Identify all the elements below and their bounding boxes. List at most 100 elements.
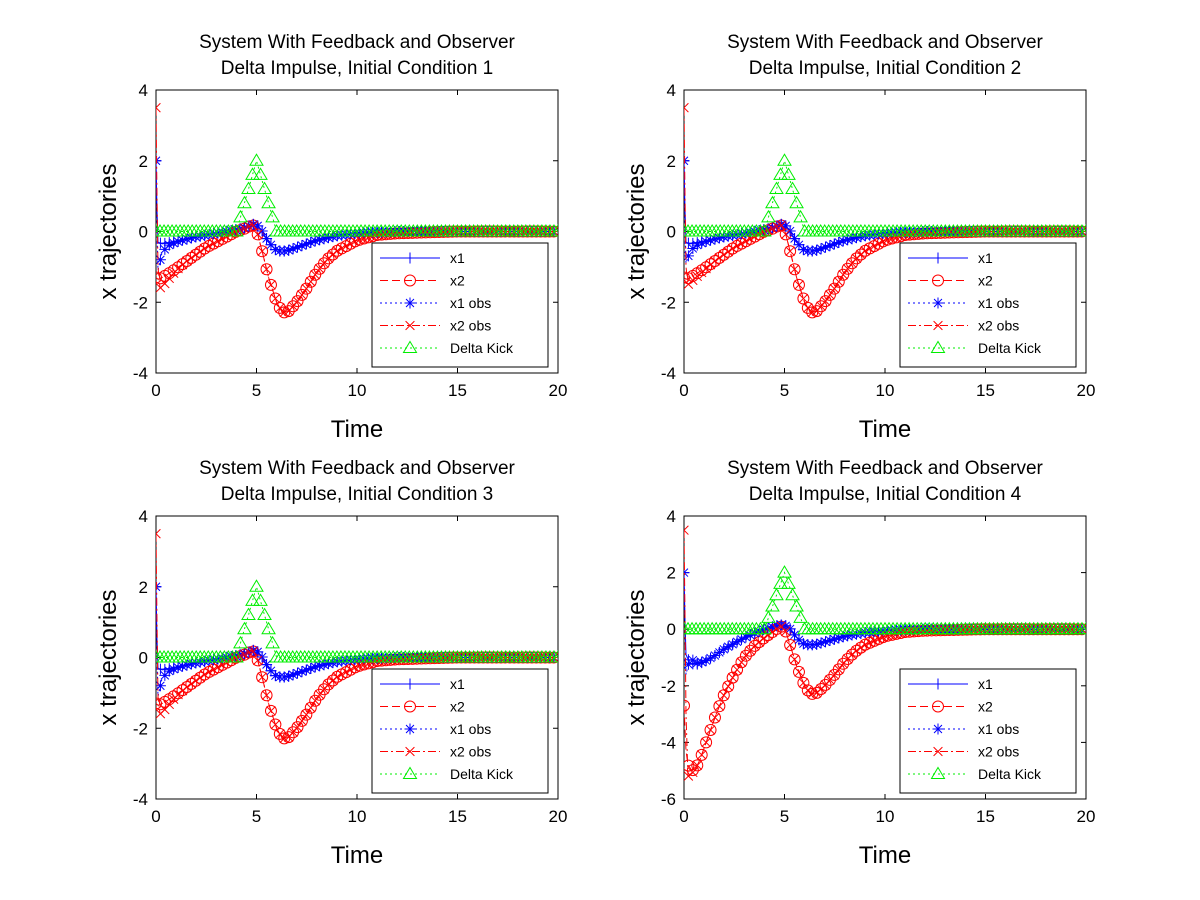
data-point xyxy=(789,233,801,245)
data-point xyxy=(798,293,809,304)
x-axis-label: Time xyxy=(859,842,911,869)
data-point xyxy=(773,576,788,589)
chart-title: System With Feedback and Observer xyxy=(727,32,1043,53)
data-point xyxy=(185,232,197,244)
data-point xyxy=(341,241,351,251)
data-point xyxy=(691,239,703,251)
data-point xyxy=(793,239,805,251)
data-point xyxy=(687,242,699,254)
data-point xyxy=(741,236,751,247)
data-point xyxy=(156,224,164,237)
data-point xyxy=(700,655,712,667)
data-point xyxy=(775,218,787,230)
data-point xyxy=(761,610,776,623)
data-point xyxy=(727,638,739,650)
data-point xyxy=(261,264,272,274)
data-point xyxy=(684,621,692,635)
data-point xyxy=(332,671,343,682)
data-point xyxy=(305,236,317,248)
data-point xyxy=(295,288,308,301)
data-point xyxy=(710,712,720,723)
data-point xyxy=(837,235,849,247)
data-point xyxy=(266,280,276,290)
data-point xyxy=(801,684,814,697)
data-point xyxy=(322,658,334,670)
data-point xyxy=(864,243,875,254)
x-tick-label: 0 xyxy=(679,381,688,400)
data-point xyxy=(966,624,977,635)
data-point xyxy=(771,620,783,632)
data-point xyxy=(736,657,747,668)
data-point xyxy=(1055,226,1065,237)
data-point xyxy=(705,725,716,735)
data-point xyxy=(164,273,175,284)
data-point xyxy=(785,640,795,650)
data-point xyxy=(828,238,840,250)
data-point xyxy=(322,252,335,265)
legend: x1 x2 x1 obs x2 obs Delta Kick xyxy=(371,242,549,368)
y-tick-label: -4 xyxy=(133,790,148,809)
x-tick-label: 15 xyxy=(976,807,995,826)
data-point xyxy=(163,665,175,677)
data-point xyxy=(772,624,782,634)
data-point xyxy=(372,656,382,666)
data-point xyxy=(261,621,276,635)
series-line xyxy=(684,571,1086,630)
data-point xyxy=(780,620,792,632)
data-point xyxy=(297,716,307,726)
series-delta-kick xyxy=(156,153,558,237)
data-point xyxy=(159,669,171,681)
data-point xyxy=(216,652,228,664)
data-point xyxy=(265,665,277,677)
data-point xyxy=(684,155,690,167)
data-point xyxy=(229,224,244,237)
x-tick-label: 5 xyxy=(780,381,789,400)
x-tick-label: 20 xyxy=(1077,807,1096,826)
legend-label: x2 xyxy=(450,273,465,289)
data-point xyxy=(869,241,879,251)
data-point xyxy=(265,635,280,649)
data-point xyxy=(252,229,263,240)
y-tick-label: 0 xyxy=(139,223,148,242)
data-point xyxy=(727,243,738,254)
data-point xyxy=(287,669,299,681)
data-point xyxy=(291,295,304,308)
data-point xyxy=(854,248,867,261)
legend: x1 x2 x1 obs x2 obs Delta Kick xyxy=(899,668,1077,794)
data-point xyxy=(182,256,192,266)
data-point xyxy=(156,581,162,593)
data-point xyxy=(832,275,845,288)
data-point xyxy=(550,650,558,663)
data-point xyxy=(314,660,326,672)
legend-marker xyxy=(404,274,416,287)
data-point xyxy=(190,231,202,243)
data-point xyxy=(257,181,272,195)
data-point xyxy=(438,653,449,663)
data-point xyxy=(190,657,202,669)
data-point xyxy=(278,245,290,257)
series-group xyxy=(156,528,558,745)
data-point xyxy=(740,631,752,643)
data-point xyxy=(744,629,756,641)
data-point xyxy=(257,607,272,621)
data-point xyxy=(314,263,325,274)
data-point xyxy=(336,655,348,667)
x-tick-label: 10 xyxy=(876,381,895,400)
data-point xyxy=(731,229,743,241)
data-point xyxy=(873,238,884,249)
y-tick-label: 2 xyxy=(667,564,676,583)
data-point xyxy=(326,674,339,687)
data-point xyxy=(345,664,356,675)
legend-marker xyxy=(932,274,944,287)
data-point xyxy=(785,181,800,195)
data-point xyxy=(731,636,743,648)
data-point xyxy=(261,195,276,209)
data-point xyxy=(793,209,808,223)
data-point xyxy=(740,227,752,239)
data-point xyxy=(684,771,694,781)
data-point xyxy=(713,700,726,713)
data-point xyxy=(300,282,313,295)
legend-label: x1 obs xyxy=(450,295,491,311)
data-point xyxy=(256,671,269,684)
data-point xyxy=(837,631,849,643)
